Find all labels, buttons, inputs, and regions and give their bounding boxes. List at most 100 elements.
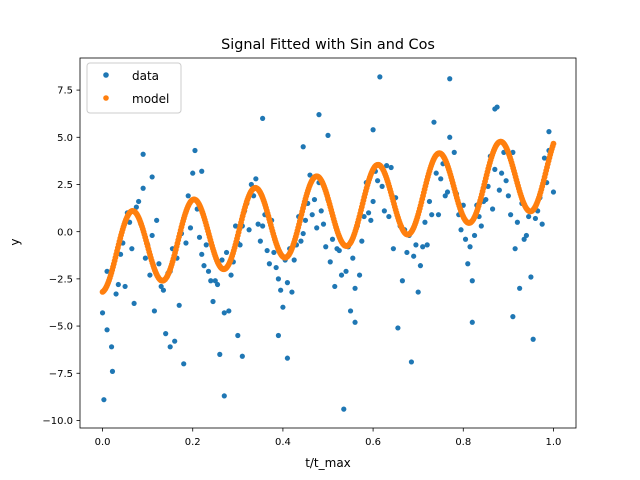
- data-point: [327, 259, 333, 265]
- legend-label-model: model: [132, 92, 169, 106]
- data-point: [158, 283, 164, 290]
- data-point: [275, 332, 281, 339]
- x-tick-label: 0.6: [365, 437, 381, 448]
- data-point: [122, 283, 128, 290]
- data-point: [541, 155, 548, 161]
- data-point: [115, 281, 121, 288]
- data-point: [404, 249, 410, 256]
- data-point: [314, 225, 320, 231]
- data-point: [181, 361, 187, 367]
- data-point: [343, 268, 349, 274]
- data-point: [323, 244, 329, 250]
- data-point: [201, 263, 207, 269]
- data-point: [187, 225, 194, 231]
- data-point: [298, 238, 304, 244]
- data-point: [210, 298, 216, 305]
- data-point: [492, 166, 498, 172]
- data-point: [156, 261, 162, 267]
- data-point: [550, 189, 557, 195]
- data-point: [307, 172, 313, 178]
- data-point: [280, 304, 286, 310]
- data-point: [359, 238, 365, 244]
- data-point: [532, 215, 539, 222]
- data-point: [260, 115, 266, 122]
- data-point: [311, 196, 318, 203]
- data-point: [149, 232, 155, 239]
- y-tick-label: 0.0: [57, 227, 73, 238]
- data-point: [347, 308, 354, 314]
- data-point: [429, 212, 435, 218]
- x-tick-label: 0.0: [95, 437, 111, 448]
- data-point: [478, 223, 484, 229]
- data-point: [273, 264, 279, 271]
- data-point: [205, 268, 212, 274]
- data-point: [104, 327, 110, 333]
- data-point: [530, 336, 536, 342]
- data-point: [350, 255, 356, 261]
- data-point: [221, 310, 227, 316]
- data-point: [140, 185, 146, 191]
- data-point: [214, 281, 221, 288]
- data-point: [163, 331, 169, 337]
- data-point: [469, 278, 475, 284]
- data-point: [104, 268, 110, 274]
- x-tick-label: 0.4: [275, 437, 291, 448]
- data-point: [271, 249, 277, 256]
- data-point: [101, 397, 107, 403]
- data-point: [257, 238, 263, 244]
- data-point: [386, 213, 392, 220]
- data-point: [352, 319, 358, 325]
- y-tick-label: 2.5: [57, 180, 73, 191]
- data-point: [496, 187, 502, 193]
- data-point: [320, 221, 327, 227]
- data-point: [458, 227, 464, 233]
- data-point: [192, 147, 198, 154]
- data-point: [356, 272, 363, 278]
- data-point: [185, 193, 191, 199]
- data-point: [526, 213, 532, 220]
- data-point: [212, 278, 218, 284]
- x-axis-label: t/t_max: [305, 456, 351, 470]
- data-point: [253, 176, 259, 182]
- data-point: [318, 208, 324, 214]
- y-tick-label: −7.5: [49, 369, 73, 380]
- data-point: [422, 219, 428, 225]
- data-point: [176, 302, 182, 308]
- data-point: [316, 112, 322, 118]
- data-point: [260, 223, 266, 229]
- data-point: [203, 242, 209, 248]
- data-point: [167, 344, 173, 350]
- data-point: [302, 217, 309, 223]
- data-point: [309, 212, 315, 218]
- data-point: [546, 129, 552, 135]
- data-point: [278, 287, 284, 293]
- data-point: [370, 198, 376, 205]
- data-point: [379, 183, 385, 189]
- data-point: [368, 217, 374, 223]
- data-point: [336, 247, 342, 254]
- data-point: [117, 251, 124, 257]
- data-point: [395, 325, 401, 331]
- data-point: [131, 300, 137, 307]
- chart-title: Signal Fitted with Sin and Cos: [221, 37, 435, 53]
- data-point: [370, 127, 376, 133]
- data-point: [420, 244, 426, 250]
- data-point: [226, 308, 232, 314]
- data-point: [447, 134, 453, 140]
- data-point: [160, 287, 167, 293]
- data-point: [399, 278, 405, 284]
- data-point: [465, 261, 471, 267]
- data-point: [444, 189, 451, 195]
- data-point: [190, 170, 196, 176]
- data-point: [431, 119, 437, 125]
- data-point: [113, 291, 119, 297]
- y-tick-label: 5.0: [57, 133, 73, 144]
- data-point: [539, 221, 545, 227]
- data-point: [417, 263, 424, 269]
- data-point: [199, 251, 205, 257]
- plot-frame: [79, 57, 577, 429]
- data-point: [140, 151, 146, 157]
- data-point: [108, 344, 115, 350]
- data-point: [300, 230, 306, 237]
- x-tick-label: 0.8: [455, 437, 471, 448]
